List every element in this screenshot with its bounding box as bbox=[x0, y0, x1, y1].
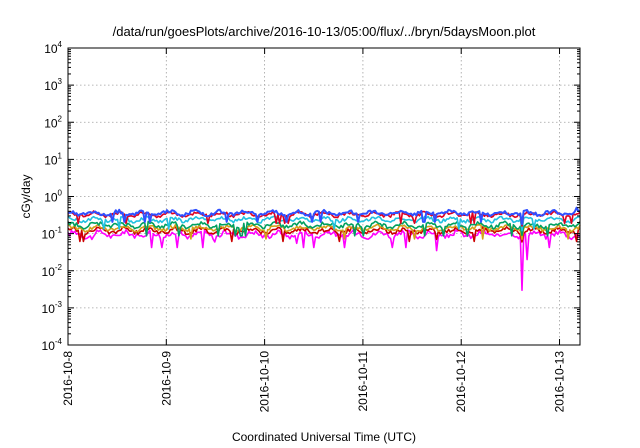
y-tick-label: 102 bbox=[44, 114, 62, 130]
x-tick-label: 2016-10-12 bbox=[454, 351, 468, 413]
y-tick-label: 104 bbox=[44, 40, 62, 56]
y-tick-label: 10-1 bbox=[42, 226, 63, 242]
x-axis-label: Coordinated Universal Time (UTC) bbox=[232, 430, 416, 444]
grid bbox=[68, 48, 580, 345]
series-line bbox=[67, 220, 581, 237]
axis-ticks: 10-4 10-3 10-2 10-1 100 101 102 103 104 2016-10-8… bbox=[42, 40, 580, 412]
y-tick-label: 100 bbox=[44, 189, 62, 205]
series-line bbox=[68, 206, 581, 226]
y-axis-label: cGy/day bbox=[19, 174, 33, 218]
y-tick-label: 10-3 bbox=[42, 300, 63, 316]
x-tick-label: 2016-10-9 bbox=[159, 351, 173, 406]
series-lines bbox=[67, 206, 581, 292]
series-line bbox=[67, 226, 581, 243]
series-line bbox=[67, 223, 581, 241]
x-tick-label: 2016-10-13 bbox=[553, 351, 567, 413]
x-tick-label: 2016-10-10 bbox=[258, 351, 272, 413]
series-line bbox=[67, 215, 580, 232]
x-tick-label: 2016-10-8 bbox=[61, 351, 75, 406]
chart-title: /data/run/goesPlots/archive/2016-10-13/0… bbox=[113, 24, 536, 39]
series-line bbox=[67, 229, 581, 292]
x-tick-label: 2016-10-11 bbox=[356, 351, 370, 412]
y-tick-label: 10-4 bbox=[42, 337, 63, 353]
y-tick-label: 10-2 bbox=[42, 263, 63, 279]
y-tick-label: 101 bbox=[44, 151, 62, 167]
y-tick-label: 103 bbox=[44, 77, 62, 93]
